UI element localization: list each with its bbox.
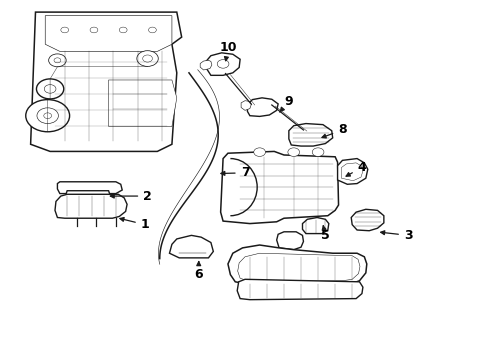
Text: 4: 4 [346,161,367,176]
Circle shape [44,85,56,93]
Text: 1: 1 [120,217,149,231]
Circle shape [44,113,51,118]
Circle shape [148,27,156,33]
Text: 10: 10 [219,41,237,61]
Circle shape [37,108,58,123]
Polygon shape [342,163,363,181]
Polygon shape [238,253,360,282]
Polygon shape [109,80,177,126]
Text: 7: 7 [221,166,249,179]
Circle shape [49,54,66,67]
Polygon shape [170,235,213,258]
Text: 3: 3 [381,229,413,242]
Polygon shape [241,101,251,111]
Polygon shape [57,182,122,194]
Circle shape [36,79,64,99]
Text: 2: 2 [110,190,152,203]
Circle shape [217,60,229,68]
Polygon shape [206,53,240,75]
Polygon shape [302,217,329,234]
Polygon shape [289,123,333,146]
Text: 9: 9 [280,95,293,112]
Text: 6: 6 [195,262,203,281]
Polygon shape [55,194,127,218]
Polygon shape [247,98,278,116]
Polygon shape [237,279,363,300]
Polygon shape [45,16,172,51]
Polygon shape [220,152,339,224]
Polygon shape [30,12,182,152]
Text: 8: 8 [322,123,347,138]
Polygon shape [200,60,212,70]
Circle shape [288,148,299,157]
Circle shape [137,51,158,66]
Polygon shape [351,209,384,231]
Circle shape [143,55,152,62]
Circle shape [61,27,69,33]
Circle shape [90,27,98,33]
Circle shape [26,100,70,132]
Circle shape [254,148,266,157]
Polygon shape [338,158,368,184]
Polygon shape [228,245,367,285]
Circle shape [54,58,61,63]
Polygon shape [277,232,303,249]
Circle shape [312,148,324,157]
Circle shape [119,27,127,33]
Text: 5: 5 [321,226,330,242]
